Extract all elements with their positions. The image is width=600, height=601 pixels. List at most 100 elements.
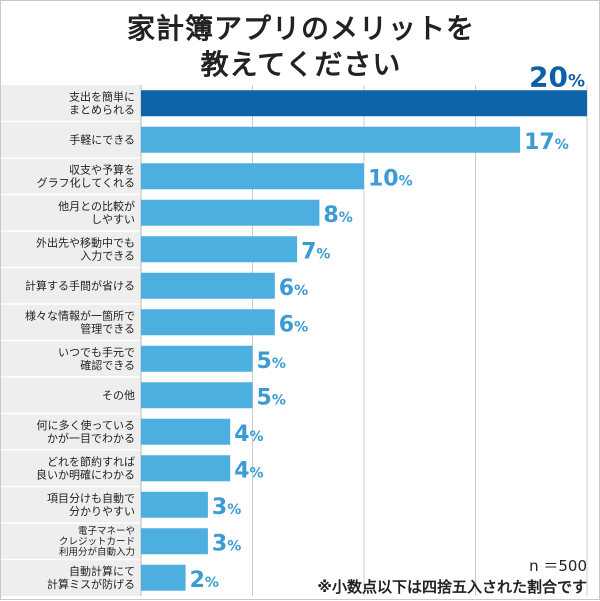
category-label: 外出先や移動中でも入力できる bbox=[36, 236, 135, 263]
category-label-line: しやすい bbox=[91, 213, 135, 226]
value-label: 17% bbox=[524, 130, 569, 155]
value-number: 5 bbox=[257, 349, 272, 374]
value-number: 10 bbox=[368, 166, 399, 191]
bar bbox=[141, 491, 208, 518]
value-number: 6 bbox=[279, 312, 294, 337]
bar bbox=[141, 564, 186, 591]
chart-title-line1: 家計簿アプリのメリットを bbox=[126, 12, 475, 45]
value-number: 5 bbox=[257, 385, 272, 410]
value-label: 4% bbox=[234, 458, 263, 483]
bar bbox=[141, 126, 521, 153]
category-label: その他 bbox=[102, 389, 135, 402]
value-label: 10% bbox=[368, 166, 413, 191]
value-number: 7 bbox=[301, 239, 316, 264]
value-percent-sign: % bbox=[272, 392, 286, 408]
value-label: 5% bbox=[257, 349, 286, 374]
rounding-note: ※小数点以下は四捨五入された割合です bbox=[317, 578, 587, 596]
bar bbox=[141, 272, 275, 299]
bar bbox=[141, 309, 275, 336]
value-label: 6% bbox=[279, 312, 308, 337]
category-label-line: 計算する手間が省ける bbox=[25, 279, 135, 293]
chart-title-line2: 教えてください bbox=[200, 48, 402, 81]
category-label-line: 計算ミスが防げる bbox=[47, 577, 135, 591]
value-percent-sign: % bbox=[272, 356, 286, 372]
category-label-line: 他月との比較が bbox=[58, 199, 135, 213]
value-percent-sign: % bbox=[568, 71, 585, 91]
value-percent-sign: % bbox=[250, 429, 264, 445]
category-label-line: まとめられる bbox=[69, 104, 135, 117]
value-label: 3% bbox=[212, 495, 241, 520]
category-label-line: クレジットカード bbox=[59, 537, 135, 548]
category-label: 他月との比較がしやすい bbox=[58, 199, 135, 226]
category-label-line: 収支や予算を bbox=[69, 163, 135, 177]
bar bbox=[141, 455, 231, 482]
value-number: 20 bbox=[529, 60, 568, 93]
category-label: 手軽にできる bbox=[69, 133, 135, 147]
value-number: 4 bbox=[234, 458, 249, 483]
category-label: 自動計算にて計算ミスが防げる bbox=[47, 564, 135, 591]
category-label: 計算する手間が省ける bbox=[25, 279, 135, 293]
category-label-line: 項目分けも自動で bbox=[47, 491, 135, 505]
bar bbox=[141, 382, 253, 409]
category-label-line: 手軽にできる bbox=[69, 133, 135, 147]
bar bbox=[141, 236, 298, 263]
value-label: 4% bbox=[234, 422, 263, 447]
value-percent-sign: % bbox=[399, 173, 413, 189]
bar bbox=[141, 199, 320, 226]
category-label-line: 何に多く使っている bbox=[37, 418, 135, 432]
bar bbox=[141, 90, 587, 117]
value-number: 4 bbox=[234, 422, 249, 447]
category-label-line: その他 bbox=[102, 389, 135, 402]
value-percent-sign: % bbox=[339, 210, 353, 226]
category-label: 収支や予算をグラフ化してくれる bbox=[37, 163, 135, 190]
value-percent-sign: % bbox=[294, 319, 308, 335]
category-label-line: 利用分が自動入力 bbox=[59, 546, 135, 558]
value-label: 20% bbox=[529, 60, 585, 93]
category-label: 電子マネーやクレジットカード利用分が自動入力 bbox=[59, 526, 135, 558]
value-percent-sign: % bbox=[227, 538, 241, 554]
category-label: どれを節約すれば良いか明確にわかる bbox=[36, 455, 135, 482]
value-number: 3 bbox=[212, 495, 227, 520]
value-number: 3 bbox=[212, 531, 227, 556]
value-number: 6 bbox=[279, 276, 294, 301]
category-label-line: 自動計算にて bbox=[69, 564, 135, 578]
bar bbox=[141, 418, 231, 445]
value-number: 8 bbox=[323, 203, 338, 228]
category-label: 様々な情報が一箇所で管理できる bbox=[25, 309, 135, 336]
value-percent-sign: % bbox=[250, 465, 264, 481]
value-label: 8% bbox=[323, 203, 352, 228]
value-percent-sign: % bbox=[205, 575, 219, 591]
category-label-line: 様々な情報が一箇所で bbox=[25, 309, 135, 323]
value-percent-sign: % bbox=[555, 137, 569, 153]
value-percent-sign: % bbox=[294, 283, 308, 299]
value-number: 2 bbox=[190, 568, 205, 593]
value-percent-sign: % bbox=[316, 246, 330, 262]
category-label: 支出を簡単にまとめられる bbox=[69, 90, 135, 117]
value-label: 6% bbox=[279, 276, 308, 301]
value-percent-sign: % bbox=[227, 502, 241, 518]
value-number: 17 bbox=[524, 130, 555, 155]
value-label: 7% bbox=[301, 239, 330, 264]
category-label-line: 電子マネーや bbox=[78, 526, 135, 537]
category-label-line: 良いか明確にわかる bbox=[36, 468, 135, 482]
value-label: 2% bbox=[190, 568, 219, 593]
category-label-line: 確認できる bbox=[80, 358, 135, 372]
category-label-line: 入力できる bbox=[80, 250, 135, 263]
category-label-line: かが一目でわかる bbox=[47, 431, 135, 445]
category-label-line: どれを節約すれば bbox=[47, 455, 135, 469]
category-label-line: 管理できる bbox=[80, 322, 135, 336]
category-label: 何に多く使っているかが一目でわかる bbox=[37, 418, 135, 445]
category-label: いつでも手元で確認できる bbox=[58, 345, 135, 372]
category-label-line: 支出を簡単に bbox=[69, 90, 135, 104]
sample-size-note: n ＝500 bbox=[529, 557, 587, 575]
bar bbox=[141, 528, 208, 555]
value-label: 5% bbox=[257, 385, 286, 410]
bar bbox=[141, 163, 364, 190]
category-label-line: 分かりやすい bbox=[69, 505, 135, 518]
category-label: 項目分けも自動で分かりやすい bbox=[47, 491, 135, 518]
category-label-line: グラフ化してくれる bbox=[37, 176, 135, 190]
value-label: 3% bbox=[212, 531, 241, 556]
bar bbox=[141, 345, 253, 372]
